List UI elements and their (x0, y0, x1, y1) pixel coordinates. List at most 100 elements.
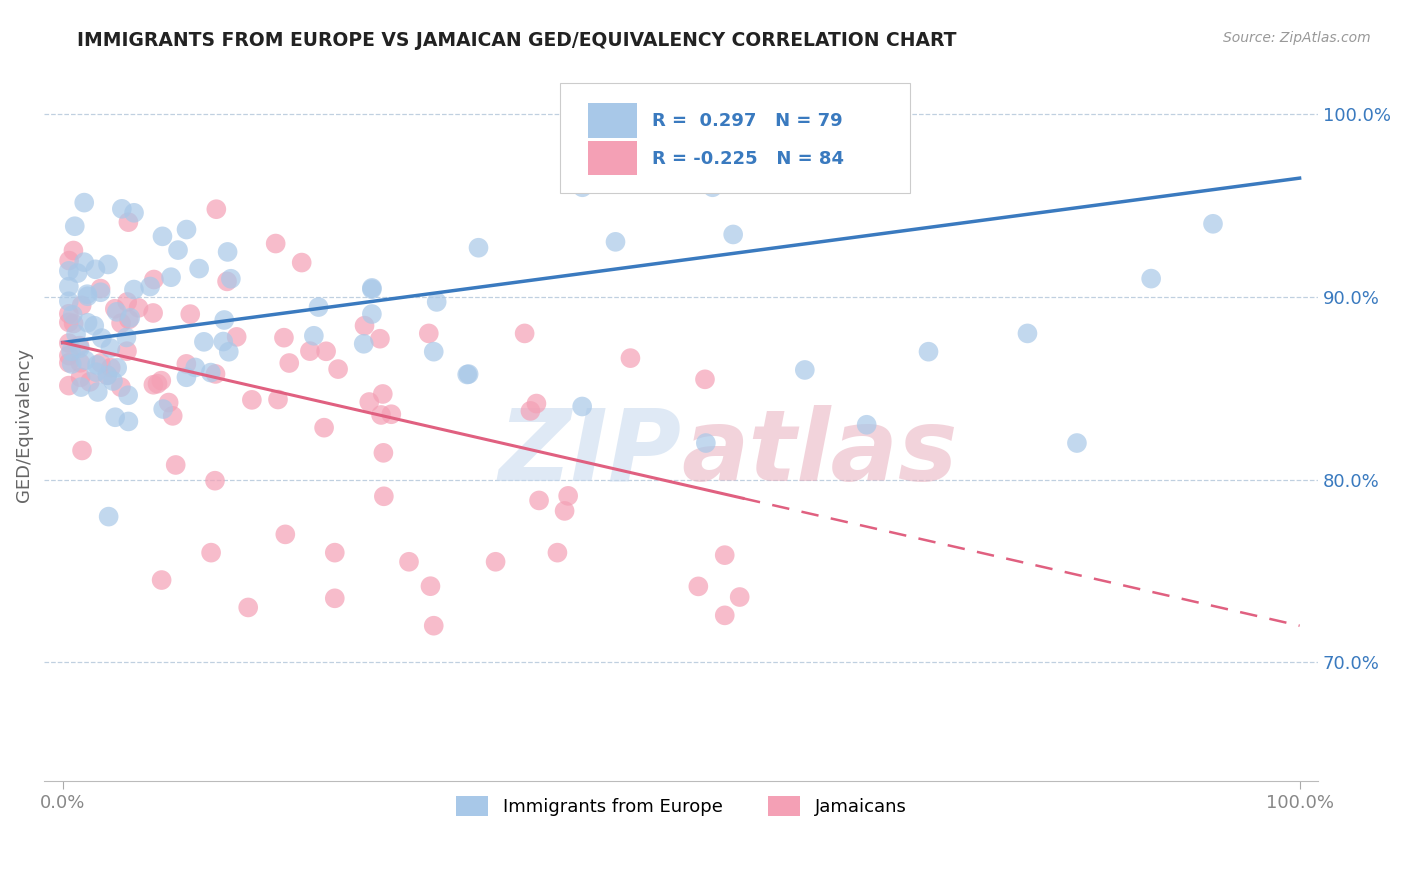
Point (217, 244, 239, 259)
Point (557, 489, 579, 503)
Point (240, 392, 263, 407)
Point (484, 555, 506, 569)
Point (122, 206, 145, 220)
Point (721, 227, 744, 242)
Point (58, 336, 80, 351)
Point (855, 417, 877, 432)
Text: Source: ZipAtlas.com: Source: ZipAtlas.com (1223, 31, 1371, 45)
Point (419, 579, 441, 593)
Point (380, 407, 402, 421)
Point (371, 387, 394, 401)
Point (179, 307, 201, 321)
Point (273, 331, 295, 345)
Point (142, 306, 165, 320)
Point (204, 474, 226, 488)
Point (90, 356, 112, 370)
Point (76, 287, 98, 301)
Point (702, 180, 724, 194)
Point (917, 344, 939, 359)
Text: R = -0.225   N = 84: R = -0.225 N = 84 (652, 150, 844, 168)
Point (66, 266, 89, 280)
Point (176, 357, 198, 371)
Point (70, 298, 93, 312)
Point (73, 255, 96, 269)
Point (1140, 271, 1163, 285)
Point (96, 368, 118, 383)
Point (422, 618, 444, 632)
Point (467, 241, 489, 255)
FancyBboxPatch shape (588, 141, 637, 176)
Point (60, 344, 83, 359)
Point (58, 349, 80, 363)
Point (456, 368, 478, 382)
Point (58, 253, 80, 268)
Point (457, 367, 479, 381)
Point (104, 301, 127, 316)
Point (308, 300, 330, 314)
Point (69, 370, 91, 384)
Point (323, 546, 346, 560)
Point (212, 334, 235, 349)
Point (1017, 326, 1039, 341)
Point (526, 396, 548, 410)
Point (695, 436, 717, 450)
Point (264, 236, 287, 251)
Point (76, 289, 98, 303)
Point (86, 365, 108, 379)
Point (58, 378, 80, 392)
Point (142, 377, 165, 392)
Point (117, 388, 139, 402)
Point (86, 358, 108, 372)
Point (122, 283, 145, 297)
Point (62, 244, 84, 258)
FancyBboxPatch shape (560, 83, 911, 194)
Point (215, 274, 238, 288)
Point (422, 344, 444, 359)
Point (361, 281, 384, 295)
Point (713, 608, 735, 623)
Point (150, 573, 173, 587)
Point (70, 443, 93, 458)
Point (267, 392, 290, 407)
Point (83, 318, 105, 333)
Point (90, 331, 112, 345)
Text: R =  0.297   N = 79: R = 0.297 N = 79 (652, 112, 842, 129)
Point (152, 402, 174, 417)
Point (65, 327, 87, 342)
Point (146, 376, 169, 391)
Point (100, 360, 122, 375)
Point (193, 334, 215, 349)
Point (619, 351, 641, 365)
Point (359, 395, 381, 409)
Point (75, 353, 97, 368)
Point (69, 339, 91, 353)
Point (117, 414, 139, 428)
Point (188, 261, 211, 276)
Point (90, 285, 112, 300)
Point (60, 357, 83, 371)
Point (152, 229, 174, 244)
Point (212, 313, 235, 327)
Point (97, 509, 120, 524)
FancyBboxPatch shape (588, 103, 637, 137)
Point (291, 255, 314, 269)
Point (298, 344, 321, 359)
Point (225, 330, 247, 344)
Point (205, 202, 228, 217)
Point (605, 235, 627, 249)
Point (63, 219, 86, 234)
Point (793, 363, 815, 377)
Text: atlas: atlas (681, 405, 957, 502)
Point (157, 395, 180, 409)
Point (79, 375, 101, 389)
Point (128, 301, 150, 315)
Point (58, 279, 80, 293)
Point (728, 590, 751, 604)
Point (58, 307, 80, 321)
Point (368, 332, 391, 346)
Point (58, 264, 80, 278)
Point (546, 546, 568, 560)
Point (176, 222, 198, 236)
Point (238, 600, 260, 615)
Point (326, 362, 349, 376)
